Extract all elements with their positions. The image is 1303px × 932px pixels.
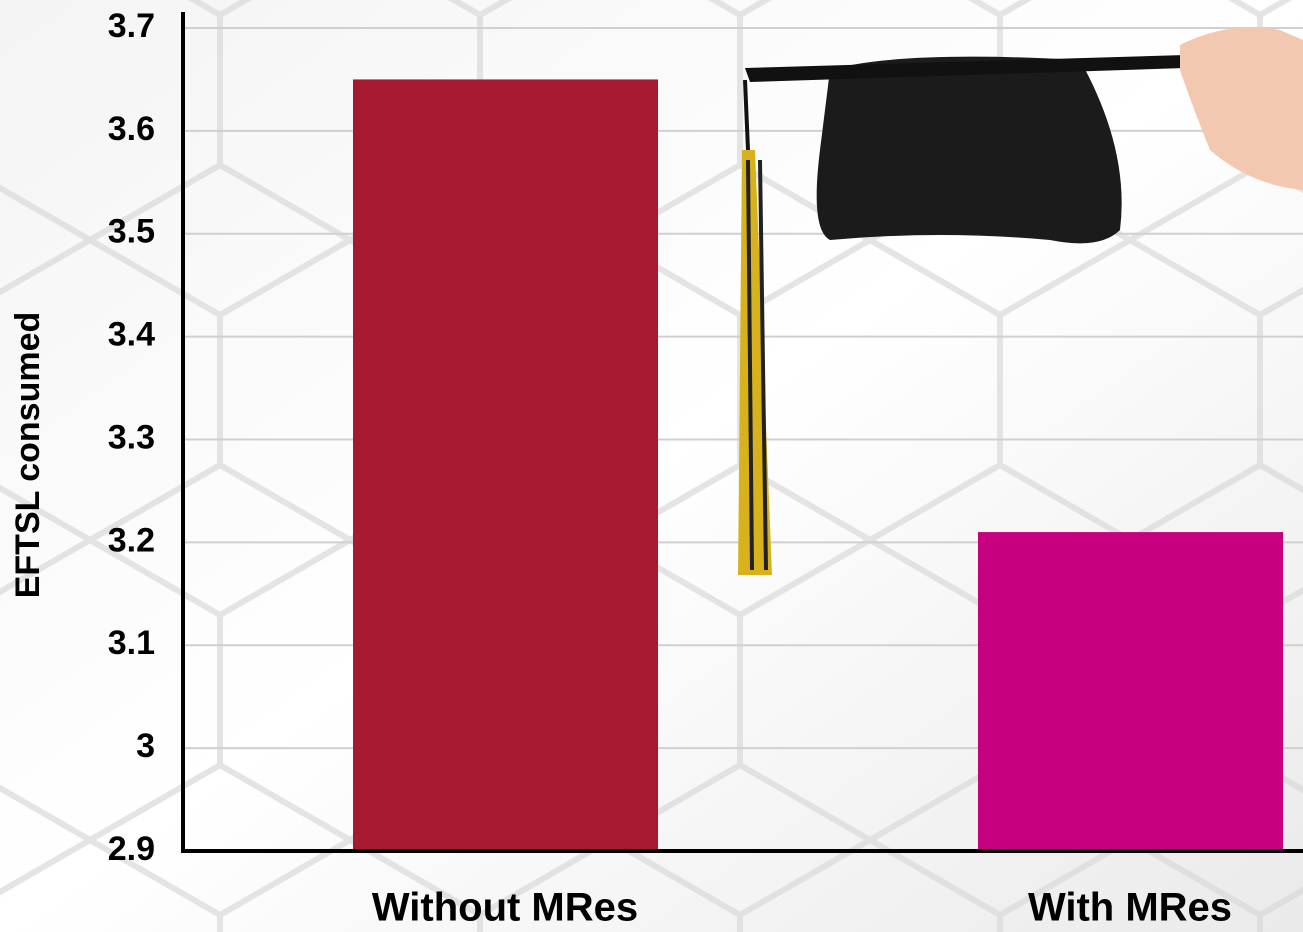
y-tick-label: 3.4: [108, 316, 155, 354]
y-tick-label: 3: [136, 727, 155, 765]
y-tick-label: 3.7: [108, 7, 155, 45]
y-tick-label: 3.1: [108, 624, 155, 662]
y-tick-label: 3.2: [108, 521, 155, 559]
y-tick-label: 3.6: [108, 110, 155, 148]
graduation-cap: [738, 27, 1303, 575]
bar: [353, 79, 658, 851]
y-tick-label: 2.9: [108, 830, 155, 868]
y-tick-label: 3.5: [108, 213, 155, 251]
x-tick-label: With MRes: [1028, 886, 1232, 930]
x-tick-label: Without MRes: [372, 886, 638, 930]
y-axis-label: EFTSL consumed: [9, 312, 47, 599]
y-tick-label: 3.3: [108, 418, 155, 456]
bar: [978, 532, 1283, 851]
